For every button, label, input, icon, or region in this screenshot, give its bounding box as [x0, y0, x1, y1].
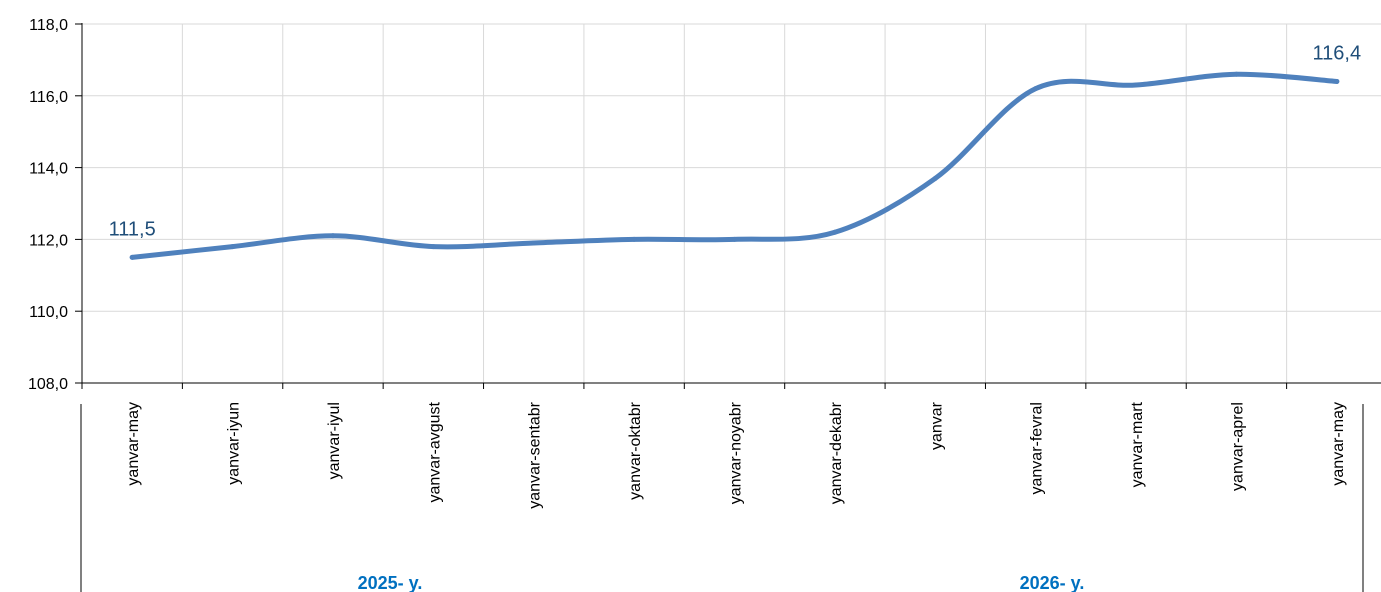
year-group-label: 2025- y. [358, 573, 423, 592]
year-group-label: 2026- y. [1020, 573, 1085, 592]
x-category-label: yanvar-iyul [326, 402, 343, 479]
data-label: 111,5 [109, 218, 156, 240]
y-tick-label: 112,0 [29, 232, 68, 249]
data-point [1033, 86, 1039, 92]
data-point [1133, 82, 1139, 88]
y-tick-label: 116,0 [29, 89, 68, 106]
x-category-label: yanvar-mart [1129, 401, 1146, 487]
x-category-label: yanvar-aprel [1229, 402, 1246, 491]
y-tick-labels: 108,0 110,0 112,0 114,0 116,0 118,0 [28, 17, 68, 393]
x-category-label: yanvar-avgust [426, 401, 443, 502]
x-category-label: yanvar-oktabr [627, 401, 644, 499]
x-category-labels: yanvar-may yanvar-iyun yanvar-iyul yanvar-a… [125, 401, 1347, 508]
y-tick-label: 110,0 [29, 304, 68, 321]
year-group-labels: 2025- y. 2026- y. [358, 573, 1085, 592]
data-point [531, 240, 537, 246]
data-labels: 111,5 116,4 [109, 42, 1361, 240]
data-point [430, 244, 436, 250]
x-category-label: yanvar-may [125, 402, 142, 486]
data-point [732, 236, 737, 242]
x-category-label: yanvar-noyabr [728, 401, 745, 504]
x-category-label: yanvar-iyun [226, 402, 243, 485]
data-point [631, 236, 637, 242]
data-point [330, 233, 336, 239]
series-layer [129, 71, 1340, 260]
data-label: 116,4 [1313, 42, 1362, 64]
data-point [230, 244, 236, 250]
data-point [1233, 71, 1239, 77]
y-tick-label: 108,0 [28, 376, 68, 393]
y-tick-label: 118,0 [29, 17, 68, 34]
x-category-label: yanvar [928, 401, 945, 450]
x-category-label: yanvar-may [1330, 402, 1347, 486]
data-point [1334, 78, 1340, 84]
y-tick-label: 114,0 [29, 161, 68, 178]
x-category-label: yanvar-dekabr [828, 401, 845, 504]
series-line [129, 71, 1340, 260]
data-point [129, 254, 135, 260]
x-category-label: yanvar-sentabr [527, 401, 544, 508]
data-point [932, 175, 938, 181]
x-category-label: yanvar-fevral [1029, 402, 1046, 494]
data-point [832, 229, 838, 235]
axes [75, 23, 1381, 592]
